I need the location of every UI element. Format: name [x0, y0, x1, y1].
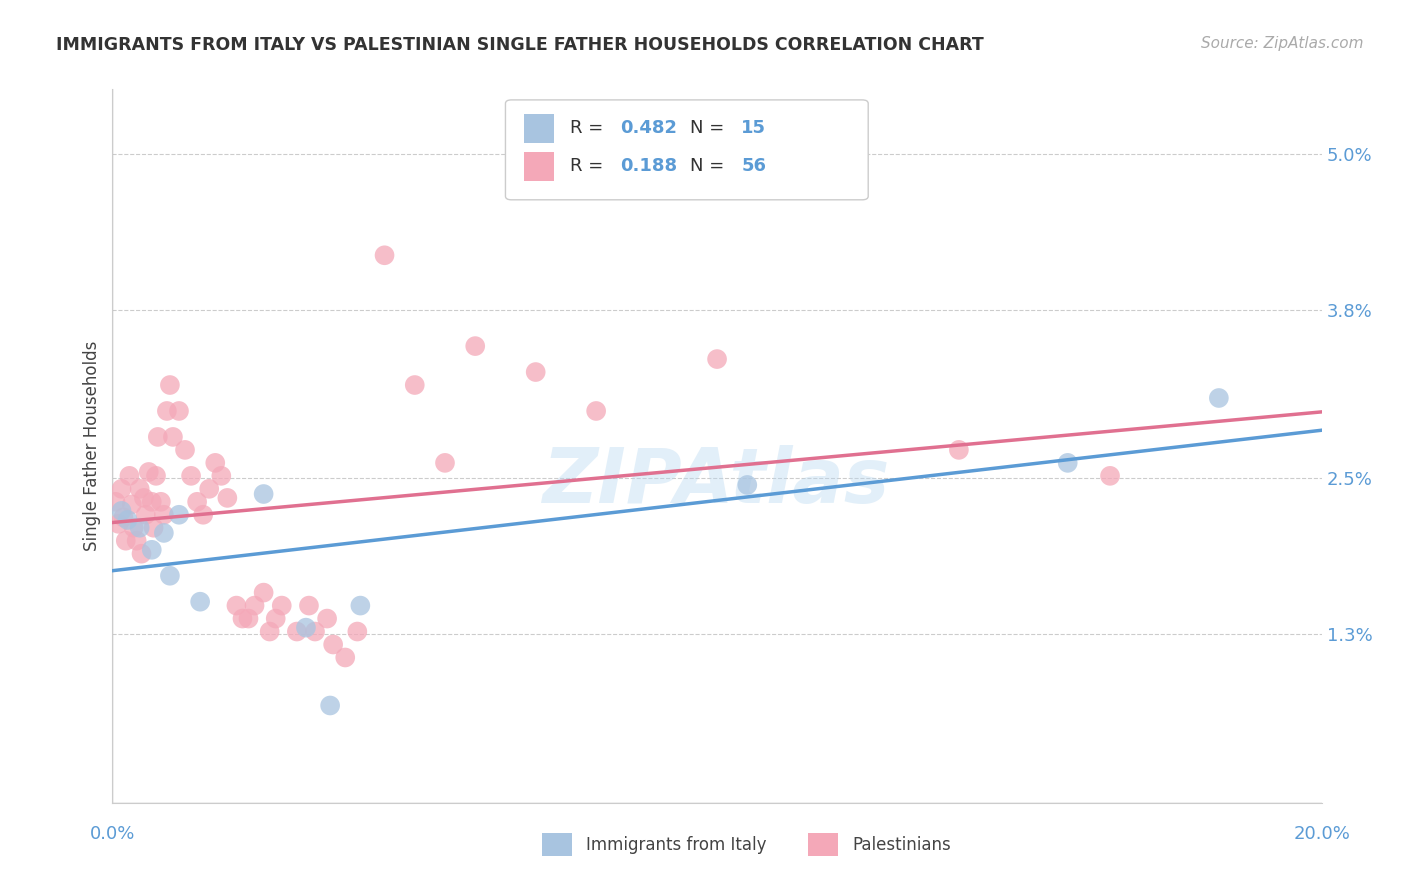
- Point: [141, 542, 163, 557]
- Text: Source: ZipAtlas.com: Source: ZipAtlas.com: [1201, 36, 1364, 51]
- Point: [322, 638, 344, 652]
- Bar: [541, 833, 572, 856]
- Point: [121, 497, 143, 511]
- Point: [1208, 391, 1230, 405]
- Point: [231, 611, 253, 625]
- Y-axis label: Single Father Households: Single Father Households: [83, 341, 101, 551]
- Point: [167, 508, 190, 522]
- Point: [464, 339, 486, 353]
- Point: [191, 508, 215, 522]
- Point: [1056, 456, 1078, 470]
- Point: [162, 430, 184, 444]
- Point: [259, 624, 281, 639]
- Point: [346, 624, 368, 639]
- Point: [319, 698, 342, 713]
- Point: [270, 599, 292, 613]
- Point: [149, 495, 172, 509]
- Point: [298, 599, 321, 613]
- Point: [524, 365, 547, 379]
- Point: [159, 568, 181, 582]
- Point: [243, 599, 266, 613]
- Point: [1099, 468, 1122, 483]
- Point: [110, 504, 132, 518]
- FancyBboxPatch shape: [506, 100, 868, 200]
- Point: [118, 468, 141, 483]
- Text: N =: N =: [690, 119, 731, 136]
- Point: [404, 378, 426, 392]
- Point: [186, 495, 208, 509]
- Point: [167, 404, 190, 418]
- Text: 0.0%: 0.0%: [90, 825, 135, 843]
- Text: N =: N =: [690, 157, 731, 175]
- Point: [110, 482, 132, 496]
- Point: [349, 599, 371, 613]
- Text: ZIPAtlas: ZIPAtlas: [543, 445, 891, 518]
- Point: [180, 468, 202, 483]
- Point: [374, 248, 396, 262]
- Text: 0.482: 0.482: [620, 119, 678, 136]
- Text: R =: R =: [569, 157, 609, 175]
- Point: [117, 513, 139, 527]
- Point: [264, 611, 287, 625]
- Text: IMMIGRANTS FROM ITALY VS PALESTINIAN SINGLE FATHER HOUSEHOLDS CORRELATION CHART: IMMIGRANTS FROM ITALY VS PALESTINIAN SIN…: [56, 36, 984, 54]
- Point: [112, 510, 135, 524]
- Point: [434, 456, 457, 470]
- Point: [131, 547, 153, 561]
- Point: [135, 508, 157, 522]
- Point: [132, 491, 155, 505]
- Point: [114, 533, 136, 548]
- Point: [156, 404, 179, 418]
- Text: R =: R =: [569, 119, 609, 136]
- Bar: [807, 833, 838, 856]
- Point: [295, 621, 318, 635]
- Bar: [523, 152, 554, 180]
- Point: [159, 378, 181, 392]
- Point: [238, 611, 260, 625]
- Point: [138, 465, 160, 479]
- Point: [737, 478, 759, 492]
- Text: 56: 56: [741, 157, 766, 175]
- Point: [585, 404, 607, 418]
- Bar: [523, 114, 554, 143]
- Point: [209, 468, 232, 483]
- Point: [146, 430, 169, 444]
- Point: [104, 495, 127, 509]
- Point: [142, 521, 165, 535]
- Point: [304, 624, 326, 639]
- Point: [316, 611, 339, 625]
- Text: 15: 15: [741, 119, 766, 136]
- Point: [217, 491, 239, 505]
- Text: Immigrants from Italy: Immigrants from Italy: [586, 836, 766, 854]
- Point: [128, 521, 150, 535]
- Point: [128, 482, 150, 496]
- Point: [122, 521, 145, 535]
- Text: Palestinians: Palestinians: [852, 836, 952, 854]
- Point: [948, 442, 970, 457]
- Point: [145, 468, 167, 483]
- Point: [204, 456, 226, 470]
- Text: 20.0%: 20.0%: [1294, 825, 1350, 843]
- Point: [174, 442, 197, 457]
- Point: [706, 352, 728, 367]
- Point: [225, 599, 247, 613]
- Point: [107, 516, 129, 531]
- Point: [285, 624, 308, 639]
- Point: [253, 487, 276, 501]
- Point: [253, 585, 276, 599]
- Point: [141, 495, 163, 509]
- Point: [153, 525, 176, 540]
- Point: [335, 650, 357, 665]
- Point: [153, 508, 176, 522]
- Point: [125, 533, 148, 548]
- Point: [188, 595, 211, 609]
- Point: [198, 482, 221, 496]
- Text: 0.188: 0.188: [620, 157, 678, 175]
